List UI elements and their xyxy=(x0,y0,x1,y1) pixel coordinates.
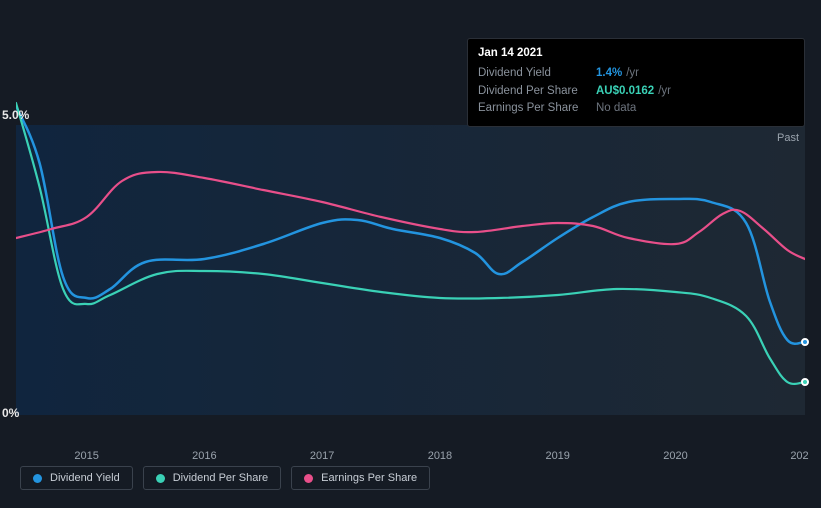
x-tick-truncated: 202 xyxy=(790,450,808,462)
y-axis-label-min: 0% xyxy=(2,406,19,420)
tooltip-row-value: AU$0.0162 xyxy=(596,83,654,101)
x-tick-2018: 2018 xyxy=(428,450,452,462)
series-earnings_per_share xyxy=(16,172,805,259)
tooltip-rows: Dividend Yield1.4% /yrDividend Per Share… xyxy=(478,65,794,118)
x-tick-2015: 2015 xyxy=(74,450,98,462)
legend-swatch xyxy=(33,474,42,483)
x-tick-2016: 2016 xyxy=(192,450,216,462)
series-dividend_per_share xyxy=(16,103,805,384)
legend-label: Earnings Per Share xyxy=(321,472,417,484)
dividend-chart: 5.0% 0% Past 2015 2016 2017 2018 2019 2020 202… xyxy=(0,0,821,508)
tooltip-date: Jan 14 2021 xyxy=(478,45,794,63)
tooltip-row-unit: /yr xyxy=(626,65,639,83)
tooltip-row-label: Dividend Per Share xyxy=(478,83,596,101)
tooltip-row-unit: /yr xyxy=(658,83,671,101)
legend-swatch xyxy=(304,474,313,483)
legend-label: Dividend Per Share xyxy=(173,472,268,484)
legend-item-earnings-per-share[interactable]: Earnings Per Share xyxy=(291,466,430,490)
x-tick-2019: 2019 xyxy=(545,450,569,462)
legend-swatch xyxy=(156,474,165,483)
y-axis-label-max: 5.0% xyxy=(2,108,29,122)
x-tick-2020: 2020 xyxy=(663,450,687,462)
tooltip-row-label: Dividend Yield xyxy=(478,65,596,83)
chart-tooltip: Jan 14 2021 Dividend Yield1.4% /yrDivide… xyxy=(467,38,805,127)
tooltip-row-0: Dividend Yield1.4% /yr xyxy=(478,65,794,83)
past-label: Past xyxy=(777,132,799,144)
tooltip-row-value: 1.4% xyxy=(596,65,622,83)
end-marker-dividend_yield xyxy=(801,338,809,346)
legend-item-dividend-yield[interactable]: Dividend Yield xyxy=(20,466,133,490)
legend-label: Dividend Yield xyxy=(50,472,120,484)
tooltip-row-value: No data xyxy=(596,100,636,118)
series-dividend_yield xyxy=(16,106,805,344)
legend: Dividend Yield Dividend Per Share Earnings… xyxy=(20,466,430,490)
tooltip-row-1: Dividend Per ShareAU$0.0162 /yr xyxy=(478,83,794,101)
x-tick-2017: 2017 xyxy=(310,450,334,462)
tooltip-row-2: Earnings Per ShareNo data xyxy=(478,100,794,118)
legend-item-dividend-per-share[interactable]: Dividend Per Share xyxy=(143,466,281,490)
end-marker-dividend_per_share xyxy=(801,378,809,386)
tooltip-row-label: Earnings Per Share xyxy=(478,100,596,118)
